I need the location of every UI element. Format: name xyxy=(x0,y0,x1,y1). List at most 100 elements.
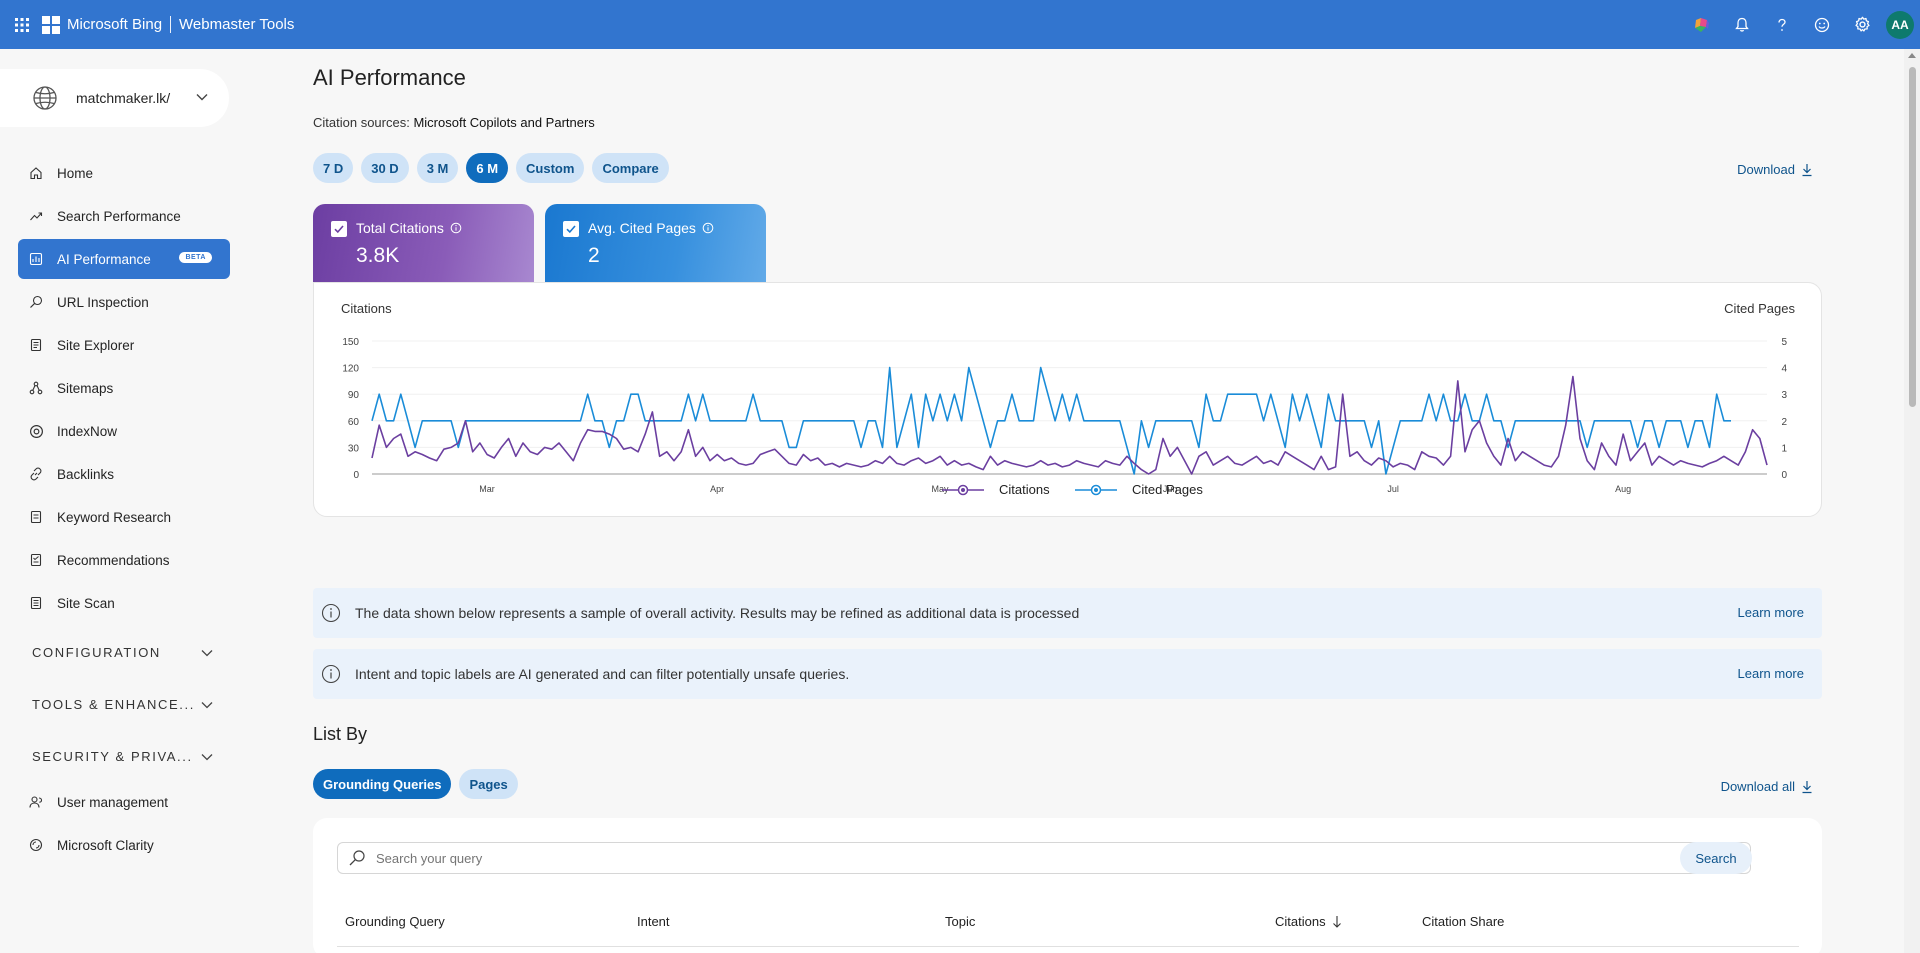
page-scrollbar[interactable] xyxy=(1904,49,1920,953)
right-axis-label: Cited Pages xyxy=(1724,301,1795,316)
tab-grounding-queries[interactable]: Grounding Queries xyxy=(313,769,452,799)
brand-name: Microsoft Bing xyxy=(67,16,163,33)
copilot-icon[interactable] xyxy=(1682,0,1722,49)
left-tick-label: 120 xyxy=(342,364,359,375)
help-icon[interactable] xyxy=(1762,0,1802,49)
range-30d-button[interactable]: 30 D xyxy=(361,153,409,183)
list-by-tabs: Grounding Queries Pages xyxy=(313,769,526,799)
column-header-topic[interactable]: Topic xyxy=(945,914,976,929)
series-line-citations xyxy=(371,375,1768,475)
sidebar-item-sitemaps[interactable]: Sitemaps xyxy=(18,368,230,408)
learn-more-link[interactable]: Learn more xyxy=(1737,605,1804,620)
scan-icon xyxy=(28,595,44,611)
legend-swatch-dot xyxy=(961,488,965,492)
brand-divider xyxy=(170,16,172,33)
sidebar-item-site-scan[interactable]: Site Scan xyxy=(18,583,230,623)
top-bar: Microsoft Bing Webmaster Tools AA xyxy=(0,0,1920,49)
download-icon xyxy=(1802,163,1812,176)
right-tick-label: 3 xyxy=(1781,390,1787,401)
total-citations-checkbox[interactable] xyxy=(331,221,347,237)
sidebar: matchmaker.lk/ Home Search Performance A… xyxy=(0,49,240,953)
product-name: Webmaster Tools xyxy=(179,16,295,33)
smiley-icon[interactable] xyxy=(1802,0,1842,49)
sidebar-item-label: URL Inspection xyxy=(57,294,149,310)
sidebar-item-recommendations[interactable]: Recommendations xyxy=(18,540,230,580)
table-header-divider xyxy=(337,946,1799,947)
learn-more-link[interactable]: Learn more xyxy=(1737,666,1804,681)
user-icon xyxy=(28,794,44,810)
citation-sources-value: Microsoft Copilots and Partners xyxy=(413,115,595,130)
brand[interactable]: Microsoft Bing Webmaster Tools xyxy=(42,15,295,34)
section-configuration[interactable]: CONFIGURATION xyxy=(18,626,230,678)
sidebar-item-url-inspection[interactable]: URL Inspection xyxy=(18,282,230,322)
metric-card-total-citations[interactable]: Total Citations 3.8K xyxy=(313,204,534,282)
avatar[interactable]: AA xyxy=(1886,10,1914,39)
sidebar-item-label: Search Performance xyxy=(57,208,181,224)
date-range-selector: 7 D 30 D 3 M 6 M Custom Compare xyxy=(313,153,677,183)
x-tick-label: Mar xyxy=(479,484,495,494)
sidebar-item-user-management[interactable]: User management xyxy=(18,782,230,822)
document-icon xyxy=(28,337,44,353)
sidebar-item-label: IndexNow xyxy=(57,423,118,439)
metric-card-avg-cited-pages[interactable]: Avg. Cited Pages 2 xyxy=(545,204,766,282)
search-button[interactable]: Search xyxy=(1680,842,1752,874)
column-header-citation-share[interactable]: Citation Share xyxy=(1422,914,1505,929)
info-icon[interactable] xyxy=(450,222,462,234)
sidebar-item-label: Microsoft Clarity xyxy=(57,837,154,853)
x-tick-label: Jul xyxy=(1387,484,1399,494)
sidebar-item-microsoft-clarity[interactable]: Microsoft Clarity xyxy=(18,825,230,865)
download-icon xyxy=(1802,780,1812,793)
search-input[interactable] xyxy=(376,850,1750,866)
right-tick-label: 4 xyxy=(1781,364,1787,375)
sidebar-item-home[interactable]: Home xyxy=(18,153,230,193)
clarity-icon xyxy=(28,837,44,853)
banner-text: The data shown below represents a sample… xyxy=(355,605,1080,621)
sidebar-item-label: User management xyxy=(57,794,169,810)
sidebar-item-indexnow[interactable]: IndexNow xyxy=(18,411,230,451)
tab-pages[interactable]: Pages xyxy=(459,769,518,799)
column-header-intent[interactable]: Intent xyxy=(637,914,670,929)
range-6m-button[interactable]: 6 M xyxy=(466,153,509,183)
column-header-citations[interactable]: Citations xyxy=(1275,914,1342,929)
citation-sources: Citation sources: Microsoft Copilots and… xyxy=(313,115,595,130)
info-icon[interactable] xyxy=(702,222,714,234)
range-custom-button[interactable]: Custom xyxy=(516,153,585,183)
download-button[interactable]: Download xyxy=(1737,162,1813,177)
column-header-grounding-query[interactable]: Grounding Query xyxy=(345,914,445,929)
section-security-privacy[interactable]: SECURITY & PRIVA... xyxy=(18,730,230,782)
sidebar-item-label: AI Performance xyxy=(57,251,151,267)
sidebar-item-ai-performance[interactable]: AI Performance BETA xyxy=(18,239,230,279)
ai-icon xyxy=(28,251,44,267)
sidebar-item-search-performance[interactable]: Search Performance xyxy=(18,196,230,236)
range-7d-button[interactable]: 7 D xyxy=(313,153,354,183)
site-selector[interactable]: matchmaker.lk/ xyxy=(0,69,229,127)
app-launcher-icon[interactable] xyxy=(2,0,42,49)
scroll-up-arrow[interactable] xyxy=(1908,53,1916,58)
section-tools-enhancements[interactable]: TOOLS & ENHANCE... xyxy=(18,678,230,730)
gear-icon[interactable] xyxy=(1842,0,1882,49)
scrollbar-thumb[interactable] xyxy=(1909,67,1916,407)
sidebar-item-label: Keyword Research xyxy=(57,509,172,525)
sidebar-item-keyword-research[interactable]: Keyword Research xyxy=(18,497,230,537)
search-field[interactable] xyxy=(337,842,1751,874)
download-all-button[interactable]: Download all xyxy=(1721,779,1813,794)
bell-icon[interactable] xyxy=(1722,0,1762,49)
avg-cited-pages-checkbox[interactable] xyxy=(563,221,579,237)
search-icon xyxy=(348,849,366,867)
performance-chart: Citations Cited Pages 0 30 60 90 120 150 0 1 2 3 4… xyxy=(313,282,1822,517)
range-3m-button[interactable]: 3 M xyxy=(416,153,459,183)
range-compare-button[interactable]: Compare xyxy=(592,153,669,183)
legend-swatch-dot xyxy=(1094,488,1098,492)
recommendations-icon xyxy=(28,552,44,568)
metric-label: Avg. Cited Pages xyxy=(588,220,714,236)
sidebar-item-site-explorer[interactable]: Site Explorer xyxy=(18,325,230,365)
sidebar-item-backlinks[interactable]: Backlinks xyxy=(18,454,230,494)
metric-label-text: Avg. Cited Pages xyxy=(588,220,696,236)
left-axis-label: Citations xyxy=(341,301,392,316)
chevron-down-icon xyxy=(196,94,208,101)
microsoft-logo-icon xyxy=(42,15,60,34)
site-name: matchmaker.lk/ xyxy=(76,90,171,106)
metric-value: 2 xyxy=(588,244,600,267)
info-icon xyxy=(321,603,341,623)
link-icon xyxy=(28,466,44,482)
